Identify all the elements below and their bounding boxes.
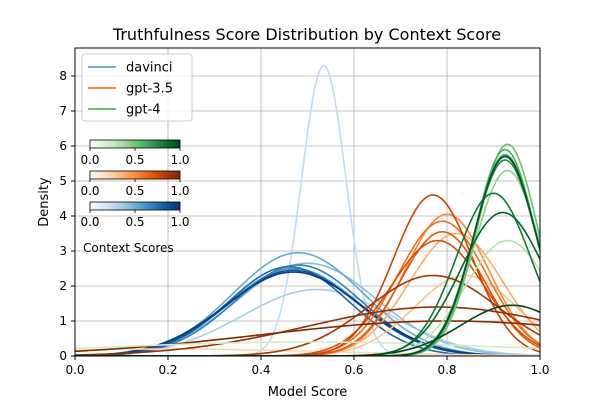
colorbar-tick-label: 0.5 — [125, 184, 144, 198]
x-tick-label: 0.0 — [65, 363, 84, 377]
density-curve-gpt-4 — [75, 192, 540, 356]
x-tick-label: 0.6 — [344, 363, 363, 377]
colorbar-davinci — [89, 201, 181, 211]
colorbar-tick-label: 0.5 — [125, 153, 144, 167]
y-tick-label: 5 — [59, 174, 67, 188]
density-curves — [75, 64, 540, 356]
density-curve-gpt-3.5 — [75, 194, 540, 356]
axis-ticks: 0.0 0.2 0.4 0.6 0.8 1.0 0 1 2 3 4 5 6 7 8 — [59, 69, 549, 377]
colorbars: 0.0 0.5 1.0 0.0 0.5 1.0 0.0 0.5 1.0 Context Score… — [80, 139, 190, 255]
colorbar-label: Context Scores — [83, 241, 174, 255]
legend: davinci gpt-3.5 gpt-4 — [81, 53, 193, 122]
legend-label-davinci: davinci — [126, 61, 173, 76]
chart-title: Truthfulness Score Distribution by Conte… — [112, 25, 501, 44]
density-curve-davinci — [75, 251, 540, 356]
y-tick-label: 3 — [59, 244, 67, 258]
y-tick-label: 8 — [59, 69, 67, 83]
colorbar-tick-label: 1.0 — [170, 153, 189, 167]
colorbar-gpt-4 — [89, 139, 181, 149]
x-tick-label: 0.4 — [251, 363, 270, 377]
colorbar-gpt-3.5 — [89, 170, 181, 180]
colorbar-tick-label: 0.0 — [80, 153, 99, 167]
y-tick-label: 1 — [59, 314, 67, 328]
density-curve-gpt-3.5 — [75, 213, 540, 356]
density-curve-davinci — [75, 64, 540, 356]
density-curve-gpt-4 — [75, 211, 540, 356]
x-axis-label: Model Score — [268, 385, 348, 400]
density-curve-gpt-4 — [75, 143, 540, 356]
y-tick-label: 2 — [59, 279, 67, 293]
x-tick-label: 1.0 — [530, 363, 549, 377]
colorbar-tick-label: 1.0 — [170, 215, 189, 229]
y-tick-label: 0 — [59, 349, 67, 363]
y-tick-label: 7 — [59, 104, 67, 118]
colorbar-tick-label: 0.0 — [80, 184, 99, 198]
x-tick-label: 0.8 — [437, 363, 456, 377]
density-curve-gpt-4 — [75, 239, 540, 356]
colorbar-tick-label: 0.5 — [125, 215, 144, 229]
density-curve-gpt-3.5 — [75, 348, 540, 356]
legend-label-gpt-3.5: gpt-3.5 — [126, 82, 173, 97]
density-curve-gpt-4 — [75, 155, 540, 356]
density-curve-gpt-3.5 — [75, 239, 540, 356]
y-tick-label: 6 — [59, 139, 67, 153]
colorbar-tick-label: 1.0 — [170, 184, 189, 198]
y-tick-label: 4 — [59, 209, 67, 223]
x-tick-label: 0.2 — [158, 363, 177, 377]
plot-frame — [74, 47, 541, 357]
density-curve-gpt-4 — [75, 341, 540, 350]
y-axis-label: Density — [37, 177, 52, 227]
legend-label-gpt-4: gpt-4 — [126, 103, 161, 118]
legend-box — [81, 53, 193, 122]
density-curve-gpt-3.5 — [75, 274, 540, 356]
density-curve-gpt-3.5 — [75, 306, 540, 356]
colorbar-tick-label: 0.0 — [80, 215, 99, 229]
